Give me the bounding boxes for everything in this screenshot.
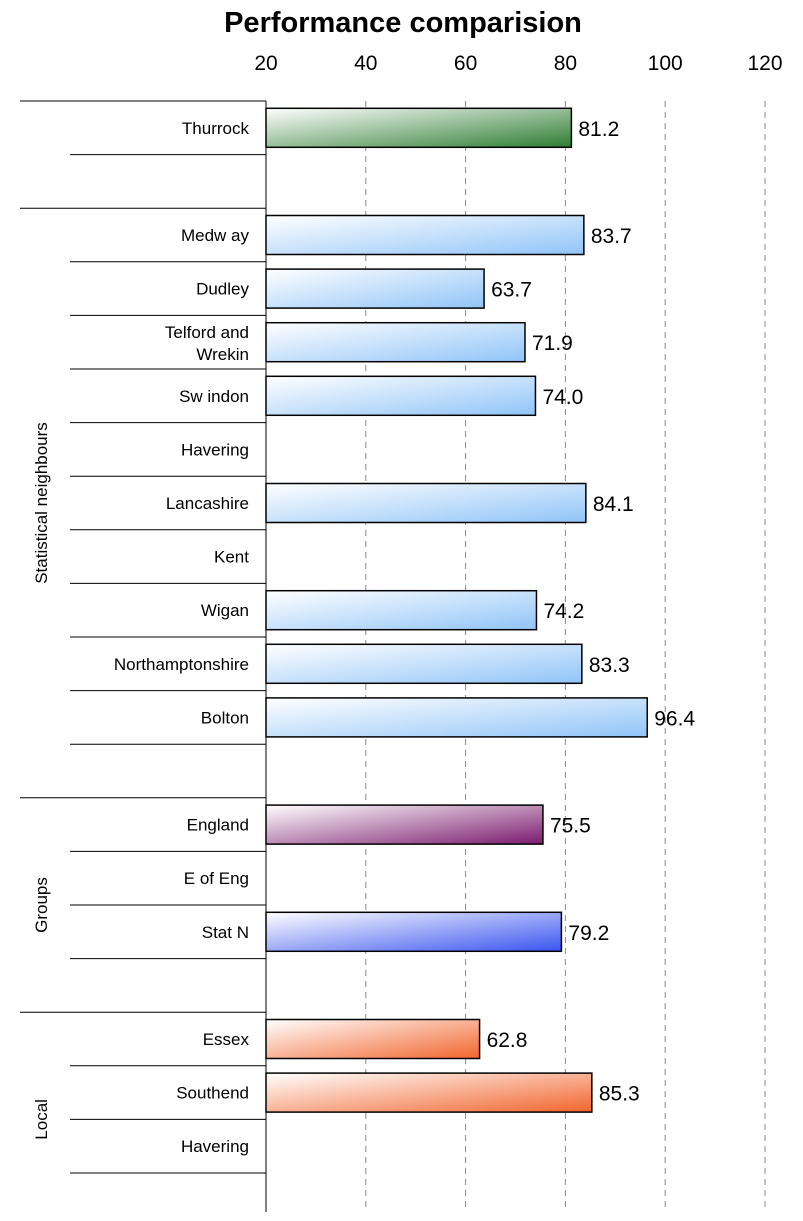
x-tick-label: 100	[648, 52, 683, 75]
value-label: 71.9	[532, 332, 573, 355]
category-label: Telford and Wrekin	[165, 323, 249, 364]
bar-thurrock	[265, 107, 573, 149]
value-label: 85.3	[599, 1083, 640, 1106]
bar-sw-indon	[265, 375, 537, 417]
value-label: 74.0	[542, 386, 583, 409]
category-label: Sw indon	[179, 387, 249, 406]
category-separators	[20, 100, 266, 1174]
category-label: Southend	[176, 1084, 249, 1103]
x-tick-label: 80	[554, 52, 577, 75]
bar-stat-n	[265, 911, 563, 953]
bars	[265, 107, 648, 1113]
value-label: 83.7	[591, 225, 632, 248]
value-label: 83.3	[589, 654, 630, 677]
category-label: Thurrock	[182, 119, 250, 138]
category-label: Essex	[203, 1030, 250, 1049]
bar-essex	[265, 1018, 481, 1060]
category-labels: Thurrock Medw ay Dudley Telford and Wrekin Sw…	[114, 119, 250, 1156]
value-label: 96.4	[654, 707, 695, 730]
bar-dudley	[265, 268, 485, 309]
value-labels: 81.2 83.7 63.7 71.9 74.0 84.1 74.2 83.3 96.4 75.5…	[487, 118, 696, 1106]
category-label: England	[187, 816, 249, 835]
bar-southend	[265, 1072, 593, 1113]
bar-northamptonshire	[265, 643, 583, 685]
value-label: 81.2	[578, 118, 619, 141]
x-tick-label: 60	[454, 52, 477, 75]
x-tick-label: 120	[747, 52, 782, 75]
bar-telford-and-wrekin	[265, 321, 526, 363]
value-label: 79.2	[568, 922, 609, 945]
category-label: Stat N	[202, 923, 249, 942]
group-labels: Statistical neighbours Groups Local	[32, 422, 51, 1140]
group-label-statistical-neighbours: Statistical neighbours	[32, 422, 51, 584]
category-label: Dudley	[196, 280, 249, 299]
value-label: 84.1	[593, 493, 634, 516]
category-label: Wigan	[201, 601, 249, 620]
x-tick-label: 20	[254, 52, 277, 75]
group-label-groups: Groups	[32, 877, 51, 933]
value-label: 62.8	[487, 1029, 528, 1052]
x-axis-ticks: 20 40 60 80 100 120	[254, 52, 782, 75]
category-label: Havering	[181, 1137, 249, 1156]
bar-lancashire	[265, 482, 587, 524]
value-label: 74.2	[543, 600, 584, 623]
category-label: Northamptonshire	[114, 655, 249, 674]
bar-england	[265, 804, 544, 845]
category-label: E of Eng	[184, 869, 249, 888]
bar-wigan	[265, 589, 538, 631]
bar-bolton	[265, 697, 648, 738]
value-label: 63.7	[491, 279, 532, 302]
category-label: Lancashire	[166, 494, 249, 513]
bar-medw-ay	[265, 214, 585, 256]
category-label: Kent	[214, 548, 249, 567]
category-label: Medw ay	[181, 226, 250, 245]
category-label: Bolton	[201, 708, 249, 727]
group-label-local: Local	[32, 1099, 51, 1140]
x-tick-label: 40	[354, 52, 377, 75]
chart-title: Performance comparision	[224, 7, 582, 39]
value-label: 75.5	[550, 815, 591, 838]
category-label: Havering	[181, 440, 249, 459]
